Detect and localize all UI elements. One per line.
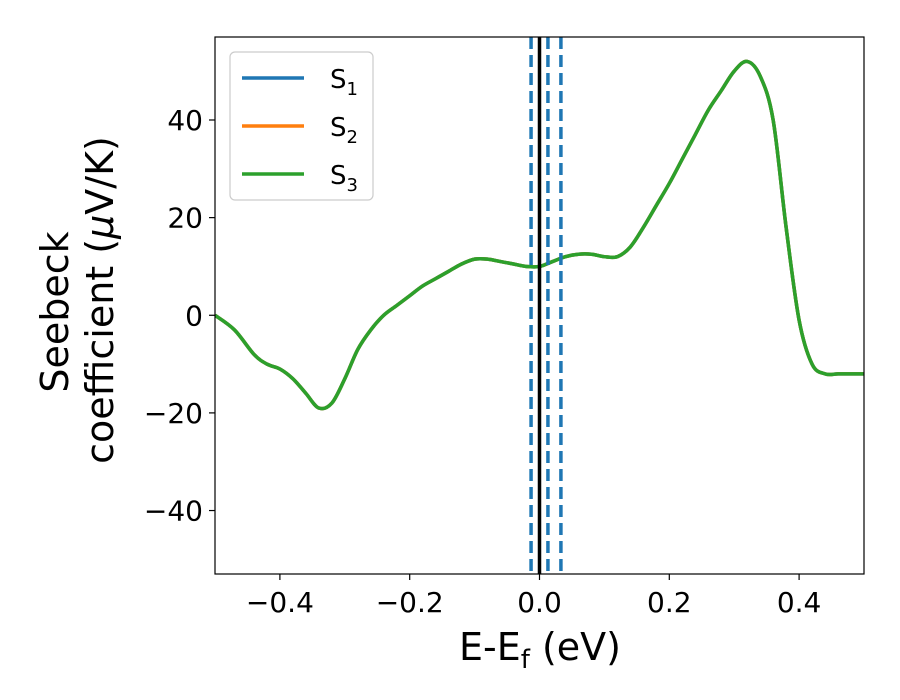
- legend: S1 S2 S3: [229, 51, 374, 201]
- x-tick-label: −0.2: [376, 586, 444, 619]
- x-tick-label: 0.2: [647, 586, 692, 619]
- legend-label-S3: S3: [330, 161, 358, 196]
- x-tick-label: 0.0: [517, 586, 562, 619]
- y-axis-label-line1: Seebeck: [33, 231, 77, 392]
- x-tick-label: 0.4: [777, 586, 822, 619]
- legend-label-S2: S2: [330, 113, 358, 148]
- plot-layer: [215, 37, 864, 574]
- y-tick-label: 0: [185, 299, 203, 332]
- axes-layer: −0.4 −0.2 0.0 0.2 0.4 −40 −20 0 20 40: [144, 36, 865, 619]
- y-tick-label: 20: [167, 202, 203, 235]
- y-tick-label: −40: [144, 495, 203, 528]
- y-tick-label: −20: [144, 397, 203, 430]
- y-axis-label: Seebeck coefficient (μV/K): [33, 136, 122, 464]
- y-axis-label-line2: coefficient (μV/K): [78, 136, 122, 464]
- legend-label-S1: S1: [330, 65, 358, 100]
- x-axis-label: E-Ef (eV): [459, 625, 621, 675]
- series-line-S3: [215, 59, 864, 411]
- y-tick-label: 40: [167, 104, 203, 137]
- x-tick-label: −0.4: [246, 586, 314, 619]
